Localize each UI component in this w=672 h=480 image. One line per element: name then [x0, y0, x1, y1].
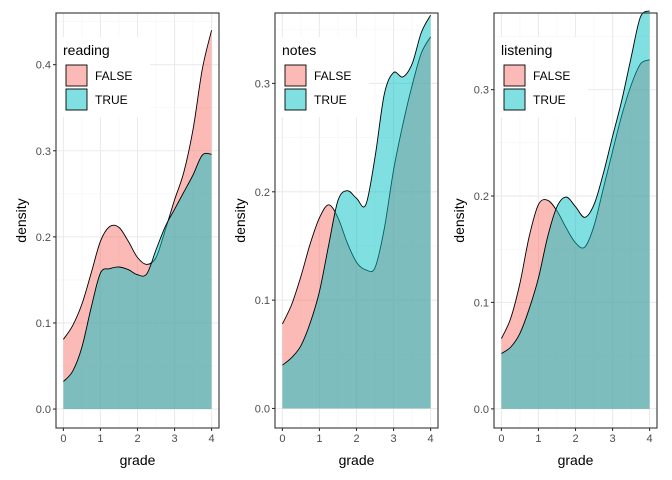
y-tick-label: 0.3 — [474, 85, 489, 97]
legend-key-true — [65, 88, 88, 111]
chart-panel-1: 0 1 2 3 4 0.0 0.1 0.2 0.3 0.4 grade density reading F… — [13, 12, 220, 468]
y-tick-label: 0.0 — [474, 404, 489, 416]
chart-panel-3: 0 1 2 3 4 0.0 0.1 0.2 0.3 grade density listening FA… — [451, 10, 658, 468]
density-area-true — [501, 10, 650, 409]
x-axis-title: grade — [339, 452, 375, 468]
y-tick-label: 0.0 — [36, 404, 51, 416]
legend-label: TRUE — [533, 93, 566, 107]
x-axis-title: grade — [120, 452, 156, 468]
x-tick-label: 0 — [279, 433, 285, 445]
legend-key-false — [503, 64, 526, 87]
legend: reading FALSE TRUE — [58, 37, 150, 117]
x-tick-label: 2 — [572, 433, 578, 445]
legend-key-true — [284, 88, 307, 111]
density-line-true — [282, 14, 431, 366]
legend-label: TRUE — [95, 93, 128, 107]
legend-key-false — [284, 64, 307, 87]
x-tick-label: 1 — [316, 433, 322, 445]
chart-panel-2: 0 1 2 3 4 0.0 0.1 0.2 0.3 grade density notes FALSE T… — [232, 12, 439, 468]
x-tick-label: 0 — [60, 433, 66, 445]
y-axis-title: density — [451, 198, 467, 242]
x-tick-label: 4 — [428, 433, 434, 445]
y-axis-title: density — [232, 198, 248, 242]
x-tick-label: 0 — [498, 433, 504, 445]
x-tick-label: 2 — [134, 433, 140, 445]
legend: listening FALSE TRUE — [496, 37, 588, 117]
y-axis-title: density — [13, 198, 29, 242]
density-line-true — [501, 10, 650, 354]
legend: notes FALSE TRUE — [277, 37, 369, 117]
density-area-true — [63, 153, 212, 410]
y-tick-label: 0.0 — [255, 403, 270, 415]
x-axis-title: grade — [558, 452, 594, 468]
x-tick-label: 4 — [647, 433, 653, 445]
legend-label: FALSE — [533, 69, 570, 83]
x-tick-label: 2 — [353, 433, 359, 445]
x-tick-label: 3 — [609, 433, 615, 445]
y-tick-label: 0.3 — [255, 78, 270, 90]
y-tick-label: 0.1 — [255, 295, 270, 307]
legend-label: FALSE — [95, 69, 132, 83]
legend-key-true — [503, 88, 526, 111]
x-tick-label: 3 — [171, 433, 177, 445]
legend-title: listening — [501, 42, 552, 58]
y-tick-label: 0.2 — [474, 191, 489, 203]
y-tick-label: 0.1 — [474, 297, 489, 309]
x-tick-label: 1 — [97, 433, 103, 445]
x-tick-label: 4 — [209, 433, 215, 445]
density-area-true — [282, 15, 431, 409]
legend-key-false — [65, 64, 88, 87]
legend-label: TRUE — [314, 93, 347, 107]
density-line-false — [63, 30, 213, 340]
y-tick-label: 0.3 — [36, 146, 51, 158]
y-tick-label: 0.2 — [36, 232, 51, 244]
legend-title: reading — [63, 42, 110, 58]
y-tick-label: 0.1 — [36, 318, 51, 330]
y-tick-label: 0.4 — [36, 60, 51, 72]
y-tick-label: 0.2 — [255, 187, 270, 199]
x-tick-label: 1 — [535, 433, 541, 445]
x-tick-label: 3 — [390, 433, 396, 445]
legend-label: FALSE — [314, 69, 351, 83]
legend-title: notes — [282, 42, 316, 58]
density-line-true — [63, 152, 212, 382]
